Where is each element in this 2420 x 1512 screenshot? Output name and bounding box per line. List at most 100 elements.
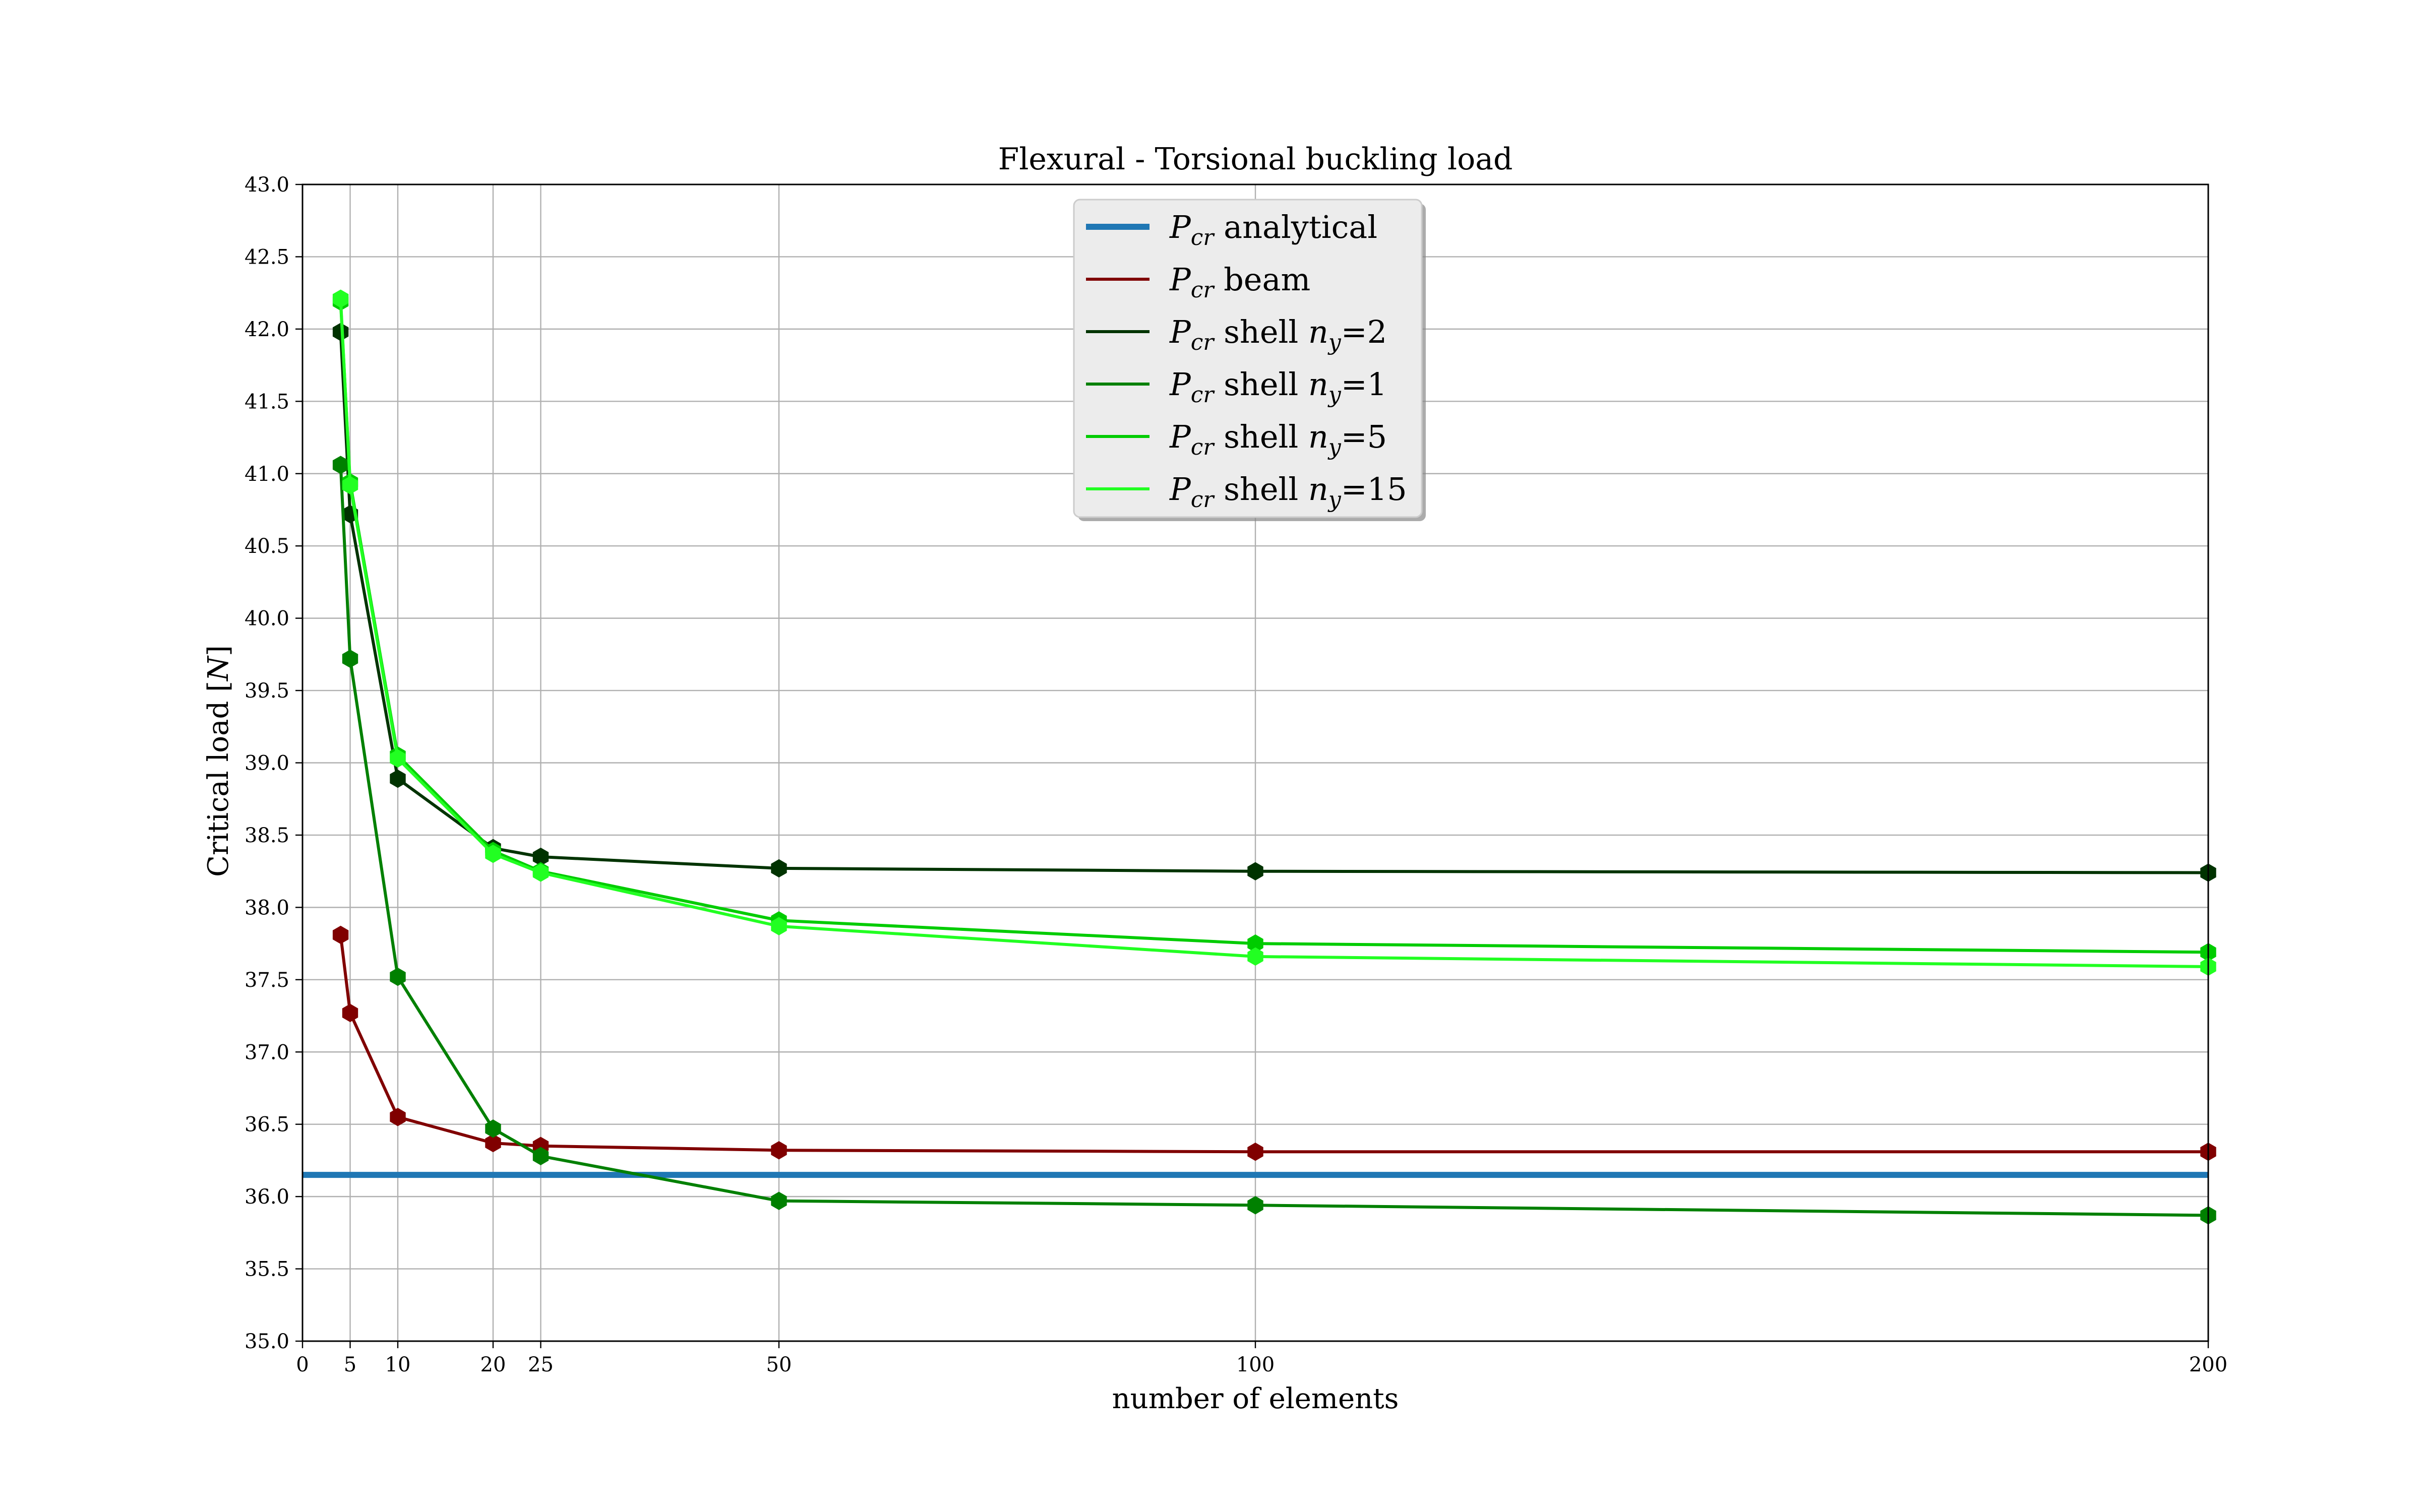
- y-tick-label-7: 38.5: [245, 824, 289, 847]
- legend-entry-2-sub: y: [1327, 330, 1342, 355]
- legend-entry-2-cr: cr: [1191, 330, 1216, 355]
- legend-entry-5-eq: =15: [1341, 471, 1407, 508]
- y-axis-label-unit: N: [202, 655, 235, 682]
- x-tick-label-200: 200: [2189, 1353, 2227, 1376]
- series-2-point-6: [1247, 862, 1263, 880]
- series-layer: [302, 289, 2216, 1225]
- series-3-point-5: [771, 1191, 787, 1210]
- legend-entry-0-text: analytical: [1214, 209, 1377, 245]
- series-2-line: [339, 332, 2209, 874]
- series-5-point-5: [771, 917, 787, 935]
- series-5-point-6: [1247, 947, 1263, 966]
- series-3-point-3: [485, 1119, 501, 1138]
- series-5: [332, 289, 2216, 976]
- legend-entry-3-text: shell: [1214, 366, 1308, 403]
- series-1-point-0: [332, 925, 349, 944]
- x-tick-label-25: 25: [528, 1353, 554, 1376]
- legend-entry-3-p: P: [1169, 366, 1191, 403]
- series-1-point-3: [485, 1133, 501, 1153]
- series-2-point-2: [390, 769, 406, 788]
- y-axis-label: Critical load [N]: [202, 645, 235, 877]
- y-tick-label-8: 39.0: [245, 752, 289, 775]
- legend-entry-2-text: shell: [1214, 313, 1308, 350]
- series-5-point-3: [485, 845, 501, 863]
- legend-entry-1-text: beam: [1214, 261, 1310, 298]
- legend-entry-4-cr: cr: [1191, 434, 1216, 460]
- legend-entry-5: Pcr shell ny=15: [1169, 471, 1407, 513]
- x-tick-label-50: 50: [766, 1353, 792, 1376]
- legend-entry-2: Pcr shell ny=2: [1169, 313, 1387, 355]
- x-tick-label-100: 100: [1236, 1353, 1275, 1376]
- legend-entry-5-cr: cr: [1191, 487, 1216, 513]
- legend-entry-4: Pcr shell ny=5: [1169, 418, 1387, 460]
- legend-entry-1-p: P: [1169, 261, 1191, 298]
- legend-entry-3: Pcr shell ny=1: [1169, 366, 1387, 408]
- legend-entry-2-n: n: [1308, 313, 1328, 350]
- legend-entry-2-p: P: [1169, 313, 1191, 350]
- legend-entry-1: Pcr beam: [1169, 261, 1310, 303]
- legend-entry-5-text: shell: [1214, 471, 1308, 508]
- series-2-point-0: [332, 323, 349, 341]
- x-axis-label: number of elements: [1112, 1382, 1399, 1415]
- series-5-point-0: [332, 289, 349, 308]
- legend-entry-3-eq: =1: [1341, 366, 1387, 403]
- y-tick-label-11: 40.5: [245, 535, 289, 558]
- legend-box: [1073, 199, 1423, 518]
- y-tick-label-6: 38.0: [245, 896, 289, 919]
- series-1-point-6: [1247, 1143, 1263, 1161]
- series-3-point-0: [332, 456, 349, 474]
- chart-title: Flexural - Torsional buckling load: [998, 142, 1513, 177]
- y-axis-label-text: Critical load [: [202, 681, 235, 877]
- y-tick-label-14: 42.0: [245, 318, 289, 341]
- x-tick-label-5: 5: [344, 1353, 356, 1376]
- y-tick-label-9: 39.5: [245, 679, 289, 703]
- y-tick-label-16: 43.0: [245, 173, 289, 197]
- x-tick-label-0: 0: [296, 1353, 309, 1376]
- legend-entry-4-sub: y: [1327, 434, 1342, 460]
- legend-entry-4-n: n: [1308, 418, 1328, 455]
- y-tick-label-3: 36.5: [245, 1113, 289, 1137]
- legend-entry-5-p: P: [1169, 471, 1191, 508]
- legend-entry-4-eq: =5: [1341, 418, 1387, 455]
- legend-entry-3-cr: cr: [1191, 382, 1216, 408]
- ticks: 0 5 10 20 25 50 100 200 35.0 35.5 36.0 36.5 37.0 37.5…: [245, 173, 2227, 1376]
- y-tick-label-10: 40.0: [245, 607, 289, 631]
- y-tick-label-12: 41.0: [245, 463, 289, 486]
- series-5-point-2: [390, 749, 406, 768]
- legend-entry-2-eq: =2: [1341, 313, 1387, 350]
- series-3-point-1: [342, 649, 358, 668]
- legend-entry-4-text: shell: [1214, 418, 1308, 455]
- y-tick-label-4: 37.0: [245, 1041, 289, 1064]
- series-3-point-4: [532, 1147, 549, 1165]
- series-1-point-5: [771, 1141, 787, 1160]
- legend-entry-4-p: P: [1169, 418, 1191, 455]
- series-3-line: [339, 465, 2209, 1217]
- y-tick-label-0: 35.0: [245, 1330, 289, 1353]
- series-5-point-1: [342, 476, 358, 494]
- series-5-point-4: [532, 863, 549, 882]
- legend-entry-0-cr: cr: [1191, 225, 1216, 250]
- y-tick-label-15: 42.5: [245, 245, 289, 269]
- series-1-point-2: [390, 1108, 406, 1126]
- y-axis-label-close: ]: [202, 645, 235, 656]
- series-3-point-6: [1247, 1196, 1263, 1215]
- series-1: [332, 925, 2216, 1161]
- legend-entry-0: Pcr analytical: [1169, 209, 1377, 250]
- legend-entry-3-sub: y: [1327, 382, 1342, 408]
- y-tick-label-1: 35.5: [245, 1258, 289, 1281]
- legend-entry-3-n: n: [1308, 366, 1328, 403]
- legend-entry-0-p: P: [1169, 209, 1191, 245]
- legend-entry-5-n: n: [1308, 471, 1328, 508]
- series-3-point-2: [390, 967, 406, 986]
- legend-entry-1-cr: cr: [1191, 277, 1216, 303]
- y-tick-label-2: 36.0: [245, 1185, 289, 1209]
- x-tick-label-20: 20: [480, 1353, 506, 1376]
- series-1-point-1: [342, 1003, 358, 1022]
- y-tick-label-5: 37.5: [245, 969, 289, 992]
- series-1-line: [339, 934, 2208, 1154]
- series-5-line: [339, 298, 2209, 968]
- series-2-point-5: [771, 859, 787, 878]
- y-tick-label-13: 41.5: [245, 390, 289, 413]
